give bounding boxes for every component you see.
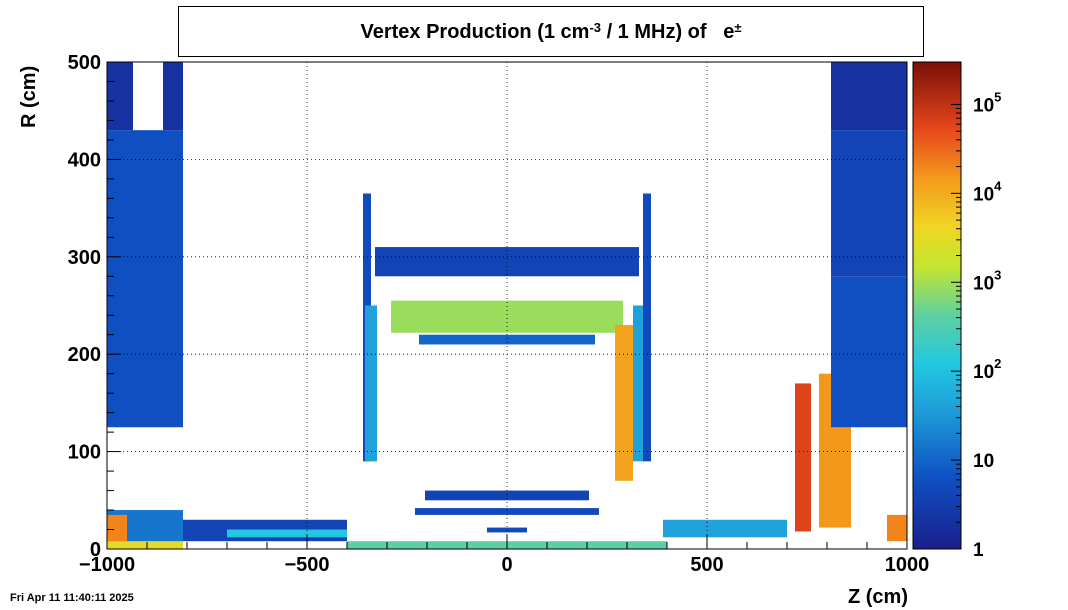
heatmap-region-26 [107, 514, 127, 542]
heatmap-region-4 [163, 62, 183, 131]
heatmap-region-0 [107, 541, 183, 549]
x-tick-label: 500 [690, 554, 723, 576]
title-particle-charge: ± [734, 20, 742, 35]
heatmap-region-9 [365, 305, 377, 462]
heatmap-region-6 [227, 529, 347, 538]
heatmap-region-19 [663, 519, 787, 538]
y-tick-label: 200 [68, 344, 101, 366]
title-exponent: -3 [589, 20, 602, 35]
heatmap-region-17 [633, 305, 645, 462]
colorbar-ticks: 1 10 102 103 104 105 [951, 89, 1002, 561]
heatmap-region-13 [425, 490, 589, 501]
heatmap-region-2 [107, 130, 183, 428]
colorbar-tick-label: 104 [973, 178, 1002, 205]
x-axis-title: Z (cm) [848, 586, 908, 608]
axes: −1000 −500 0 500 1000 0 100 200 300 400 500 [68, 52, 930, 576]
heatmap-region-3 [107, 62, 133, 131]
heatmap-region-24 [831, 62, 907, 131]
heatmap-region-23 [831, 130, 907, 277]
title-main: Vertex Production (1 cm [360, 21, 590, 43]
x-tick-label: −500 [284, 554, 329, 576]
colorbar-tick-label: 103 [973, 267, 1001, 294]
colorbar-tick-label: 105 [973, 89, 1001, 116]
heatmap-region-12 [419, 334, 595, 345]
colorbar-tick-label: 102 [973, 356, 1001, 383]
x-tick-label: 0 [501, 554, 512, 576]
heatmap-region-18 [643, 193, 651, 462]
title-particle: e [723, 21, 735, 43]
title-rest: / 1 MHz) of [601, 21, 707, 43]
colorbar [912, 61, 962, 550]
heatmap-region-11 [391, 300, 623, 333]
y-axis-title: R (cm) [18, 65, 40, 128]
colorbar-tick-label: 10 [973, 451, 994, 472]
chart-title-box: Vertex Production (1 cm-3 / 1 MHz) of e± [178, 6, 924, 57]
y-tick-label: 300 [68, 247, 101, 269]
y-tick-label: 0 [90, 539, 101, 561]
heatmap-region-22 [831, 276, 907, 428]
grid-lines [107, 62, 907, 549]
y-tick-label: 100 [68, 442, 101, 464]
y-tick-label: 400 [68, 149, 101, 171]
heatmap-region-25 [887, 514, 907, 542]
heatmap-region-20 [795, 383, 811, 532]
heatmap-region-14 [415, 508, 599, 515]
x-tick-label: −1000 [79, 554, 135, 576]
chart-title: Vertex Production (1 cm-3 / 1 MHz) of e± [179, 20, 923, 44]
heatmap-region-10 [375, 247, 639, 277]
datestamp: Fri Apr 11 11:40:11 2025 [10, 592, 134, 604]
x-tick-label: 1000 [885, 554, 930, 576]
heatmap-region-16 [615, 324, 633, 481]
y-tick-label: 500 [68, 52, 101, 74]
colorbar-tick-label: 1 [973, 540, 984, 561]
